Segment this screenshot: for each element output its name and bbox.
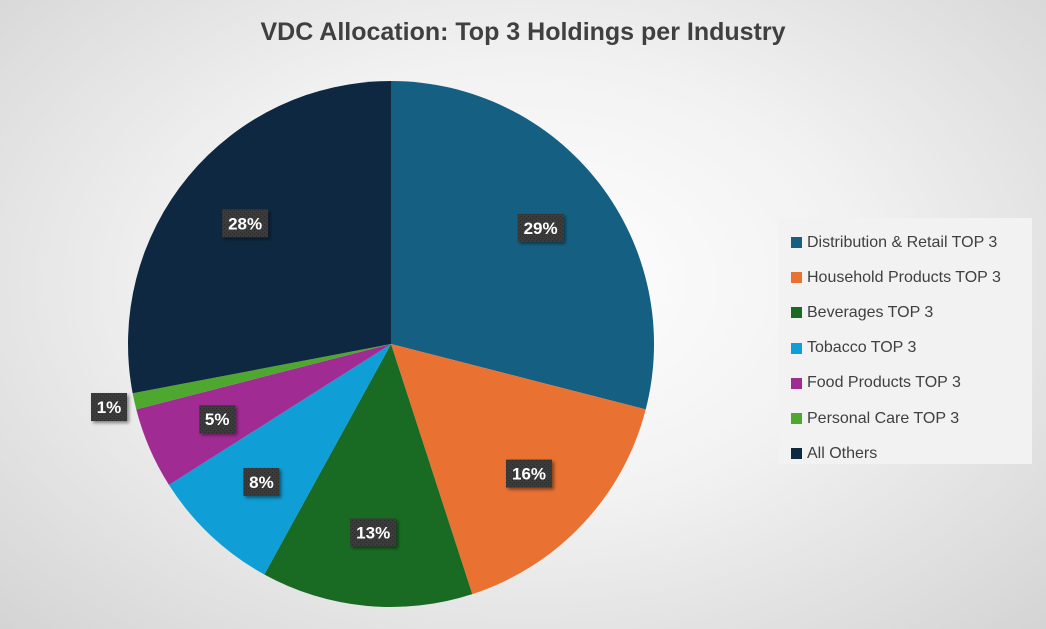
legend-label: All Others [807, 444, 878, 462]
pie-slice [264, 344, 473, 608]
data-label-background [506, 459, 552, 488]
legend-item: All Others [791, 436, 1032, 471]
data-label: 1% [91, 393, 127, 421]
chart-title: VDC Allocation: Top 3 Holdings per Indus… [260, 18, 786, 46]
legend-swatch [791, 413, 802, 425]
data-label: 13% [350, 518, 397, 547]
legend-item: Household Products TOP 3 [791, 260, 1032, 295]
data-label: 8% [243, 468, 280, 496]
legend-label: Beverages TOP 3 [807, 303, 934, 321]
legend-label: Personal Care TOP 3 [807, 409, 960, 427]
pie-slice [136, 344, 391, 485]
data-label-background [91, 393, 127, 421]
legend-swatch [791, 448, 802, 460]
legend-label: Household Products TOP 3 [807, 268, 1001, 286]
legend-swatch [791, 272, 802, 284]
pie-slice [391, 81, 655, 410]
legend-item: Personal Care TOP 3 [791, 401, 1032, 436]
data-label-background [517, 213, 564, 242]
data-label-text: 8% [249, 473, 274, 492]
legend-item: Distribution & Retail TOP 3 [791, 225, 1032, 260]
legend-label: Distribution & Retail TOP 3 [807, 233, 998, 251]
data-label-text: 28% [228, 214, 262, 233]
legend-item: Beverages TOP 3 [791, 295, 1032, 330]
legend-swatch [791, 307, 802, 319]
data-label: 28% [222, 209, 269, 238]
legend-label: Food Products TOP 3 [807, 374, 961, 392]
data-label-text: 29% [524, 219, 558, 238]
legend-swatch [791, 377, 802, 389]
chart-legend: Distribution & Retail TOP 3 Household Pro… [779, 218, 1032, 464]
data-label-background [350, 518, 397, 547]
legend-label: Tobacco TOP 3 [807, 339, 917, 357]
data-label: 5% [199, 405, 236, 434]
data-label-text: 5% [205, 410, 230, 429]
data-label-background [199, 405, 236, 434]
pie-slice [132, 344, 391, 410]
data-label: 29% [517, 213, 564, 242]
legend-swatch [791, 237, 802, 249]
legend-item: Food Products TOP 3 [791, 366, 1032, 401]
data-label-text: 13% [356, 524, 390, 543]
data-label-text: 16% [512, 465, 546, 484]
legend-swatch [791, 342, 802, 354]
data-label: 16% [506, 459, 552, 488]
data-label-background [222, 209, 269, 238]
legend-item: Tobacco TOP 3 [791, 331, 1032, 366]
data-label-background [243, 468, 280, 496]
data-label-text: 1% [97, 398, 122, 417]
pie-slice [168, 344, 391, 575]
